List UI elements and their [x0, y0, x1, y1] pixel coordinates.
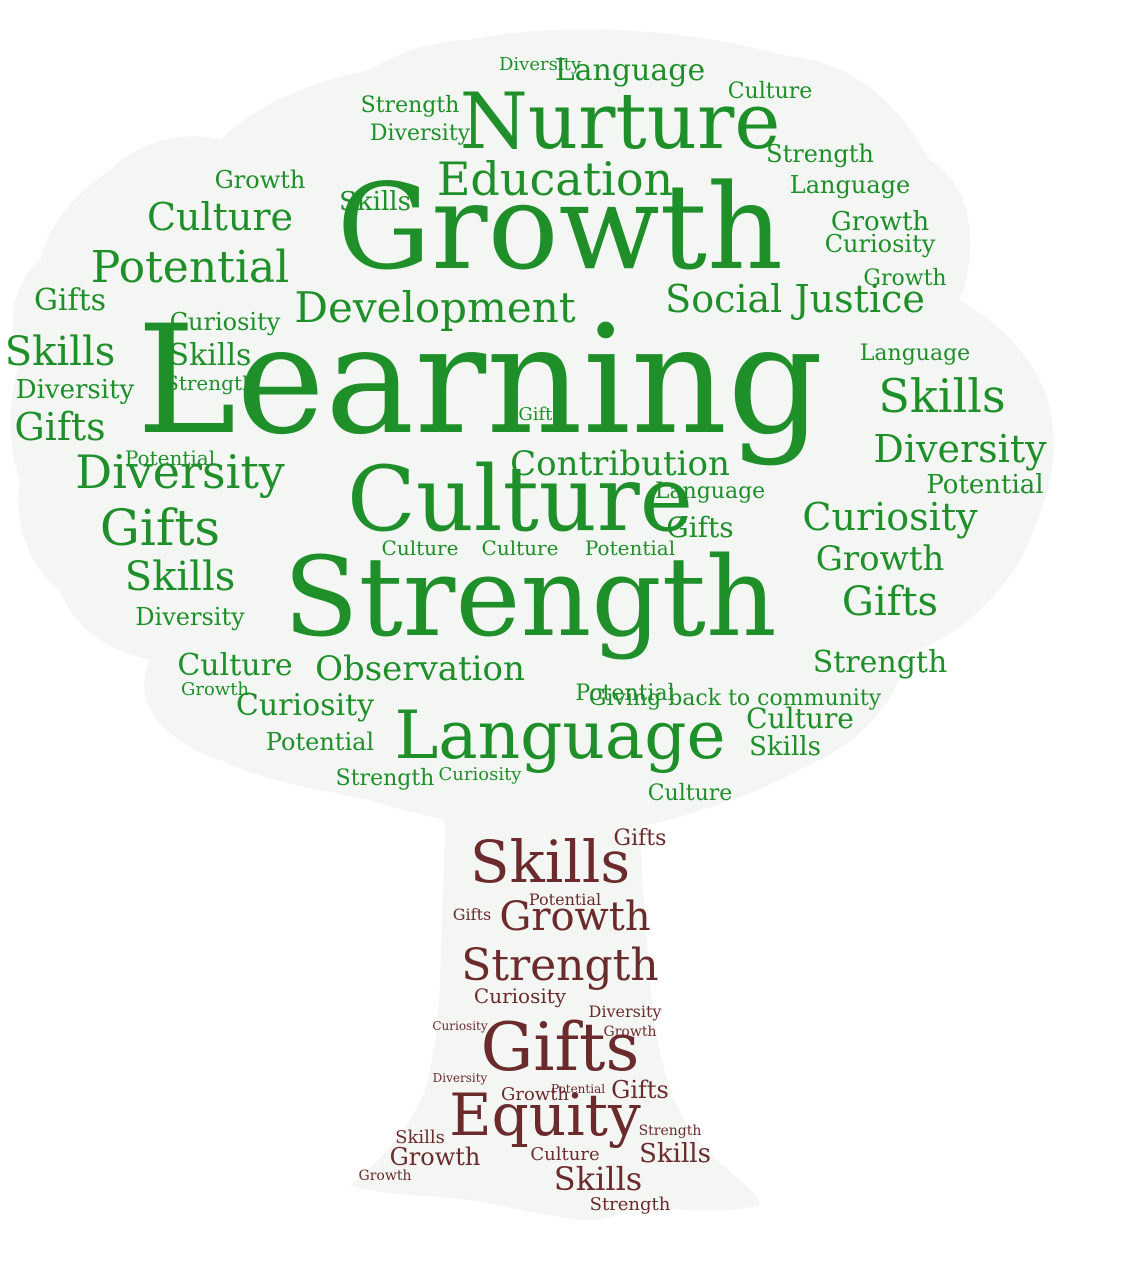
trunk-word-15: Gifts [611, 1076, 669, 1104]
canopy-word-48: Diversity [16, 375, 135, 405]
canopy-word-16: Giving back to community [589, 686, 882, 711]
canopy-word-30: Growth [215, 166, 306, 194]
trunk-word-3: Gifts [481, 1009, 640, 1086]
trunk-word-23: Potential [551, 1082, 605, 1096]
canopy-word-39: Culture [746, 702, 854, 735]
canopy-word-5: Language [394, 697, 725, 774]
canopy-word-11: Gifts [100, 499, 220, 557]
canopy-word-47: Culture [382, 536, 459, 560]
trunk-word-16: Growth [501, 1084, 569, 1105]
trunk-word-5: Curiosity [474, 984, 567, 1008]
canopy-word-36: Skills [339, 187, 411, 217]
canopy-word-3: Culture [347, 447, 693, 552]
trunk-word-17: Strength [639, 1123, 702, 1139]
canopy-word-23: Growth [816, 539, 945, 579]
canopy-word-40: Growth [831, 207, 930, 237]
trunk-word-22: Curiosity [432, 1019, 488, 1033]
canopy-word-18: Culture [147, 195, 293, 239]
canopy-word-59: Growth [181, 679, 249, 700]
canopy-word-0: Learning [137, 294, 824, 468]
canopy-word-56: Potential [585, 536, 675, 560]
canopy-word-45: Language [860, 341, 970, 366]
trunk-word-19: Skills [395, 1127, 445, 1148]
canopy-word-10: Skills [878, 369, 1005, 423]
canopy-word-44: Skills [169, 338, 252, 373]
canopy-word-19: Language [555, 53, 706, 88]
canopy-word-53: Skills [749, 732, 821, 762]
canopy-word-4: Nurture [460, 77, 781, 167]
canopy-word-7: Development [294, 283, 575, 332]
canopy-word-54: Curiosity [439, 764, 523, 785]
trunk-word-20: Diversity [433, 1071, 488, 1085]
trunk-word-2: Strength [461, 940, 658, 991]
canopy-word-57: Diversity [499, 54, 582, 75]
trunk-word-group: SkillsGrowthStrengthGiftsEquityCuriosity… [359, 826, 711, 1215]
canopy-word-34: Potential [266, 728, 374, 756]
canopy-word-24: Culture [177, 648, 292, 683]
canopy-word-8: Social Justice [665, 277, 925, 321]
canopy-word-33: Curiosity [170, 308, 281, 336]
canopy-word-22: Strength [813, 645, 948, 680]
canopy-word-43: Strength [766, 140, 874, 168]
trunk-word-4: Equity [449, 1081, 641, 1149]
canopy-word-50: Potential [575, 681, 674, 706]
canopy-word-group: LearningGrowthStrengthCultureNurtureLang… [5, 53, 1047, 806]
trunk-word-10: Skills [554, 1160, 642, 1198]
tree-trunk-shape [350, 805, 760, 1221]
canopy-word-58: Gifts [518, 404, 561, 425]
trunk-word-12: Growth [390, 1143, 481, 1171]
tree-canopy-shape [10, 29, 1054, 834]
canopy-word-13: Contribution [510, 444, 730, 484]
canopy-word-1: Growth [337, 158, 783, 296]
canopy-word-28: Diversity [135, 603, 245, 631]
canopy-word-32: Strength [361, 93, 460, 118]
canopy-word-12: Potential [91, 242, 289, 293]
canopy-word-61: Culture [482, 536, 559, 560]
trunk-word-0: Skills [470, 828, 630, 896]
canopy-word-60: Strength [336, 766, 435, 791]
trunk-word-14: Skills [639, 1139, 711, 1169]
canopy-word-2: Strength [283, 533, 777, 661]
trunk-word-18: Gifts [453, 905, 491, 924]
canopy-word-37: Diversity [370, 121, 471, 146]
canopy-word-41: Curiosity [825, 230, 936, 258]
canopy-word-52: Culture [648, 781, 733, 806]
canopy-word-26: Skills [125, 554, 236, 600]
trunk-word-21: Growth [359, 1168, 412, 1184]
trunk-word-7: Diversity [589, 1002, 662, 1021]
canopy-word-55: Language [655, 479, 765, 504]
canopy-word-21: Gifts [14, 405, 105, 449]
canopy-word-38: Gifts [34, 283, 106, 318]
canopy-word-27: Gifts [842, 579, 938, 625]
canopy-word-49: Growth [863, 266, 946, 291]
trunk-word-9: Gifts [614, 826, 667, 851]
canopy-word-29: Curiosity [236, 688, 374, 723]
trunk-word-1: Growth [499, 894, 650, 940]
canopy-word-31: Culture [728, 79, 813, 104]
canopy-word-6: Education [437, 152, 673, 206]
trunk-word-11: Culture [530, 1144, 599, 1165]
canopy-word-14: Observation [315, 649, 525, 689]
canopy-word-25: Potential [926, 470, 1043, 500]
canopy-word-20: Skills [5, 329, 116, 375]
canopy-word-42: Potential [125, 446, 215, 470]
canopy-word-9: Diversity [75, 445, 285, 499]
trunk-word-8: Growth [604, 1024, 657, 1040]
canopy-word-35: Language [790, 171, 910, 199]
canopy-word-15: Curiosity [802, 495, 978, 539]
trunk-word-13: Strength [590, 1194, 671, 1215]
canopy-word-17: Diversity [873, 427, 1047, 471]
trunk-word-6: Potential [529, 890, 601, 909]
canopy-word-46: Gifts [666, 511, 733, 544]
canopy-word-51: Strength [165, 371, 255, 395]
